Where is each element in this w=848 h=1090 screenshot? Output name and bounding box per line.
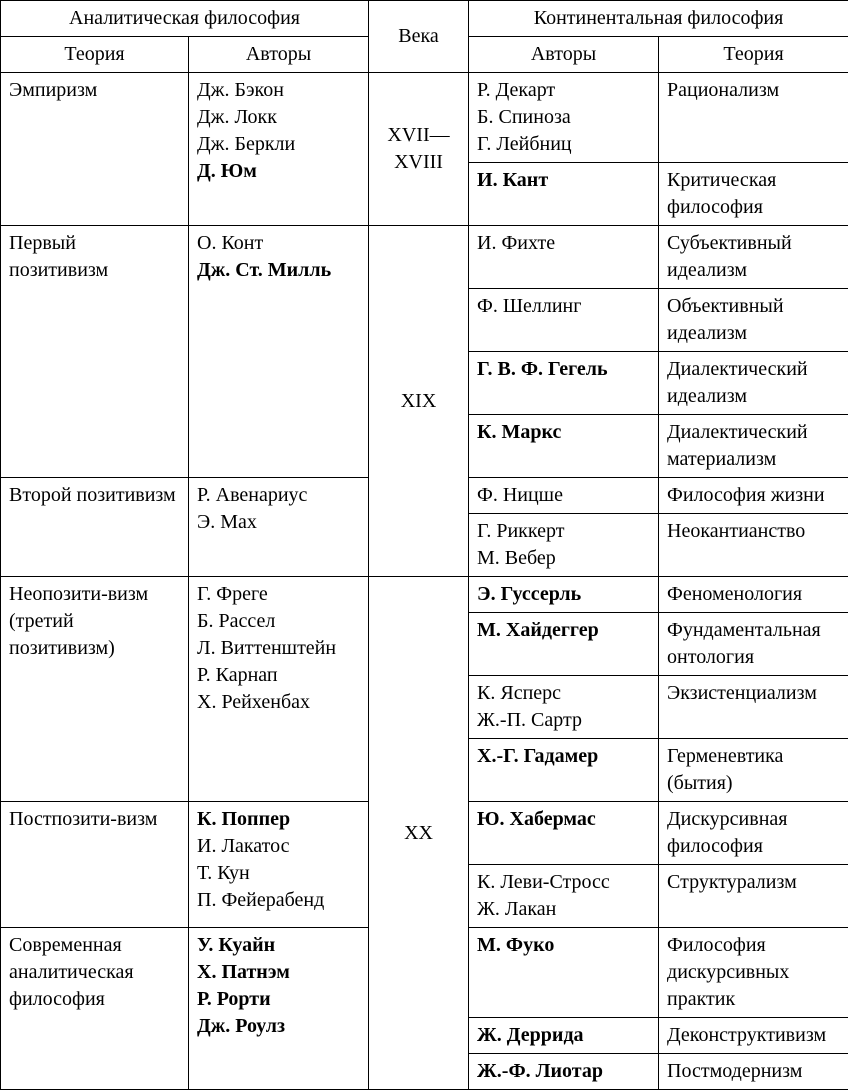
continental-theory: Фундаментальная онтология bbox=[659, 613, 848, 676]
analytic-authors-modern: У. КуайнХ. ПатнэмР. РортиДж. Роулз bbox=[189, 928, 369, 1090]
header-analytic-theory: Теория bbox=[1, 37, 189, 73]
analytic-authors-postpositivism: К. ПопперИ. ЛакатосТ. КунП. Фейерабенд bbox=[189, 802, 369, 928]
continental-theory: Деконструктивизм bbox=[659, 1018, 848, 1054]
continental-authors: Х.-Г. Гадамер bbox=[469, 739, 659, 802]
continental-theory: Герменевтика (бытия) bbox=[659, 739, 848, 802]
continental-theory: Объективный идеализм bbox=[659, 289, 848, 352]
continental-authors: К. ЯсперсЖ.-П. Сартр bbox=[469, 676, 659, 739]
continental-authors: Ю. Хабермас bbox=[469, 802, 659, 865]
analytic-theory-empiricism: Эмпиризм bbox=[1, 73, 189, 226]
continental-theory: Субъективный идеализм bbox=[659, 226, 848, 289]
continental-theory: Дискурсивная философия bbox=[659, 802, 848, 865]
century-xix: XIX bbox=[369, 226, 469, 577]
continental-theory: Неокантианство bbox=[659, 514, 848, 577]
continental-theory: Философия жизни bbox=[659, 478, 848, 514]
analytic-theory-positivism2: Второй позитивизм bbox=[1, 478, 189, 577]
continental-theory: Рационализм bbox=[659, 73, 848, 163]
continental-authors: И. Фихте bbox=[469, 226, 659, 289]
analytic-authors-empiricism: Дж. БэконДж. ЛоккДж. БерклиД. Юм bbox=[189, 73, 369, 226]
header-continental-authors: Авторы bbox=[469, 37, 659, 73]
header-century: Века bbox=[369, 1, 469, 73]
table-row: Неопозити-визм (третий позитивизм) Г. Фр… bbox=[1, 577, 848, 613]
continental-theory: Экзистенциализм bbox=[659, 676, 848, 739]
table-row: Эмпиризм Дж. БэконДж. ЛоккДж. БерклиД. Ю… bbox=[1, 73, 848, 163]
table-row: Первый позитивизм О. КонтДж. Ст. Милль X… bbox=[1, 226, 848, 289]
century-xvii-xviii: XVII—XVIII bbox=[369, 73, 469, 226]
century-xx: XX bbox=[369, 577, 469, 1090]
continental-authors: Э. Гуссерль bbox=[469, 577, 659, 613]
header-continental-theory: Теория bbox=[659, 37, 848, 73]
continental-theory: Диалектический идеализм bbox=[659, 352, 848, 415]
continental-authors: М. Хайдеггер bbox=[469, 613, 659, 676]
header-row-1: Аналитическая философия Века Континентал… bbox=[1, 1, 848, 37]
continental-theory: Философия дискурсивных практик bbox=[659, 928, 848, 1018]
continental-authors: Ф. Шеллинг bbox=[469, 289, 659, 352]
continental-authors: Ж.-Ф. Лиотар bbox=[469, 1054, 659, 1090]
analytic-theory-postpositivism: Постпозити-визм bbox=[1, 802, 189, 928]
analytic-authors-neopositivism: Г. ФрегеБ. РасселЛ. ВиттенштейнР. Карнап… bbox=[189, 577, 369, 802]
continental-authors: К. Маркс bbox=[469, 415, 659, 478]
continental-authors: Г. В. Ф. Гегель bbox=[469, 352, 659, 415]
header-continental: Континентальная философия bbox=[469, 1, 848, 37]
philosophy-table: Аналитическая философия Века Континентал… bbox=[0, 0, 848, 1090]
analytic-theory-modern: Современная аналитическая философия bbox=[1, 928, 189, 1090]
analytic-theory-positivism1: Первый позитивизм bbox=[1, 226, 189, 478]
continental-authors: И. Кант bbox=[469, 163, 659, 226]
continental-authors: Р. ДекартБ. СпинозаГ. Лейбниц bbox=[469, 73, 659, 163]
analytic-authors-positivism1: О. КонтДж. Ст. Милль bbox=[189, 226, 369, 478]
continental-theory: Постмодернизм bbox=[659, 1054, 848, 1090]
continental-authors: Г. РиккертМ. Вебер bbox=[469, 514, 659, 577]
header-analytic: Аналитическая философия bbox=[1, 1, 369, 37]
continental-authors: К. Леви-СтроссЖ. Лакан bbox=[469, 865, 659, 928]
continental-authors: Ж. Деррида bbox=[469, 1018, 659, 1054]
analytic-theory-neopositivism: Неопозити-визм (третий позитивизм) bbox=[1, 577, 189, 802]
continental-theory: Критическая философия bbox=[659, 163, 848, 226]
analytic-authors-positivism2: Р. АвенариусЭ. Мах bbox=[189, 478, 369, 577]
continental-authors: Ф. Ницше bbox=[469, 478, 659, 514]
continental-authors: М. Фуко bbox=[469, 928, 659, 1018]
header-analytic-authors: Авторы bbox=[189, 37, 369, 73]
continental-theory: Диалектический материализм bbox=[659, 415, 848, 478]
continental-theory: Феноменология bbox=[659, 577, 848, 613]
continental-theory: Структурализм bbox=[659, 865, 848, 928]
